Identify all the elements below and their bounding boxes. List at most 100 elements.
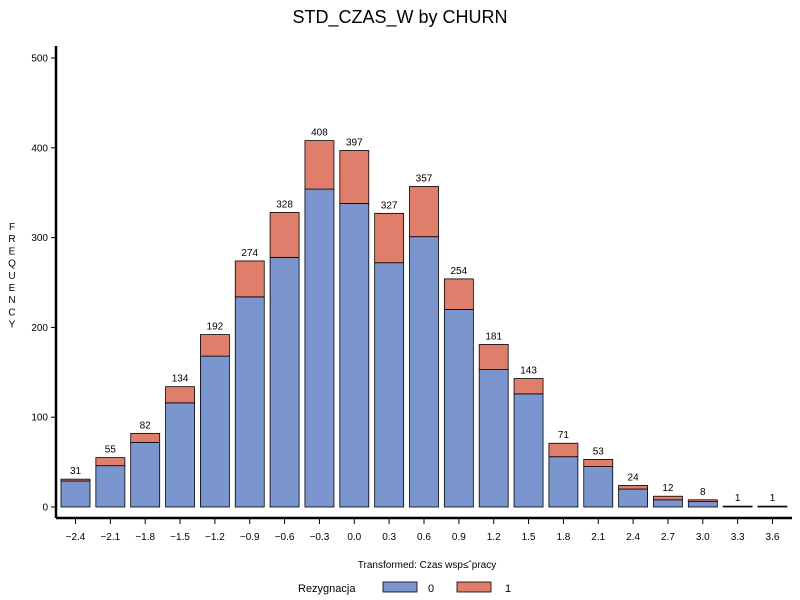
y-tick-label: 300 <box>31 233 48 244</box>
bar-total-label: 181 <box>485 331 502 342</box>
y-axis-label-letter: N <box>8 295 15 306</box>
bar-segment-churn-0 <box>618 488 648 508</box>
bar-segment-churn-1 <box>618 485 648 490</box>
bar-segment-churn-1 <box>165 386 195 404</box>
x-tick-label: 0.3 <box>382 532 396 543</box>
bar-total-label: 327 <box>381 200 398 211</box>
plot-area: 0 100 200 300 400 500 31 −2.4 55 −2.1 82 −1.8 134 −1.… <box>31 46 792 543</box>
legend: Rezygnacja 0 1 <box>298 581 511 595</box>
bar-segment-churn-1 <box>548 442 579 458</box>
bar-segment-churn-1 <box>374 212 405 264</box>
bar-segment-churn-0 <box>478 369 509 508</box>
bar-segment-churn-0 <box>653 499 683 508</box>
x-tick-label: 1.5 <box>522 532 536 543</box>
bar-total-label: 397 <box>346 137 363 148</box>
x-tick-label: −1.5 <box>170 532 190 543</box>
x-tick-label: −0.6 <box>275 532 295 543</box>
y-tick-label: 0 <box>42 503 48 514</box>
bar-total-label: 55 <box>105 445 117 456</box>
y-axis-label-letter: R <box>8 234 15 245</box>
bar-total-label: 31 <box>70 466 82 477</box>
bar-segment-churn-0 <box>722 505 753 508</box>
y-axis-label-letter: U <box>8 271 15 282</box>
x-axis-label: Transformed: Czas wsp≤ˆpracy <box>358 559 497 571</box>
bar-segment-churn-0 <box>130 441 161 508</box>
bar-segment-churn-0 <box>269 256 300 508</box>
bar-total-label: 12 <box>662 483 674 494</box>
bar-segment-churn-1 <box>513 378 544 395</box>
bar-segment-churn-0 <box>409 236 439 508</box>
bar-total-label: 1 <box>770 493 776 504</box>
bar-segment-churn-1 <box>304 140 335 190</box>
y-axis-label-letter: Y <box>9 320 16 331</box>
legend-swatch-0 <box>382 581 418 593</box>
bar-total-label: 24 <box>628 472 640 483</box>
bar-segment-churn-0 <box>374 262 405 508</box>
bar-segment-churn-1 <box>130 432 161 443</box>
bar-segment-churn-1 <box>478 344 509 371</box>
bar-segment-churn-1 <box>409 186 439 238</box>
bar-segment-churn-1 <box>234 260 265 298</box>
x-tick-label: −2.1 <box>100 532 120 543</box>
legend-swatch-1 <box>456 581 492 593</box>
x-tick-label: −1.2 <box>205 532 225 543</box>
x-tick-label: 2.4 <box>626 532 640 543</box>
bar-total-label: 274 <box>241 248 258 259</box>
bar-total-label: 357 <box>416 173 433 184</box>
y-axis-label-letter: E <box>9 246 16 257</box>
bar-segment-churn-0 <box>95 465 126 508</box>
y-tick-label: 400 <box>31 143 48 154</box>
y-tick-label: 200 <box>31 323 48 334</box>
bar-segment-churn-0 <box>199 355 230 508</box>
chart-title: STD_CZAS_W by CHURN <box>292 7 507 28</box>
x-tick-label: 2.7 <box>661 532 675 543</box>
legend-label-1: 1 <box>505 583 511 595</box>
x-tick-label: −0.3 <box>310 532 330 543</box>
x-tick-label: −2.4 <box>66 532 86 543</box>
y-tick-label: 100 <box>31 413 48 424</box>
bar-total-label: 254 <box>451 266 468 277</box>
y-tick-label: 500 <box>31 54 48 65</box>
x-tick-label: −0.9 <box>240 532 260 543</box>
bar-segment-churn-1 <box>95 457 126 467</box>
y-axis-label-letter: F <box>9 222 15 233</box>
x-tick-label: 0.6 <box>417 532 431 543</box>
bar-total-label: 53 <box>593 446 605 457</box>
bar-segment-churn-0 <box>339 203 370 508</box>
x-tick-label: −1.8 <box>135 532 155 543</box>
bar-segment-churn-0 <box>443 309 474 508</box>
bar-total-label: 71 <box>558 430 570 441</box>
bar-total-label: 192 <box>207 322 224 333</box>
bar-segment-churn-0 <box>687 501 718 508</box>
bar-segment-churn-0 <box>60 480 91 508</box>
bar-segment-churn-1 <box>339 150 370 204</box>
x-tick-label: 1.2 <box>487 532 501 543</box>
bar-total-label: 134 <box>172 374 189 385</box>
bar-segment-churn-0 <box>165 402 195 508</box>
y-axis-label-letter: C <box>8 307 15 318</box>
bar-segment-churn-0 <box>513 393 544 508</box>
bar-segment-churn-1 <box>687 499 718 503</box>
x-tick-label: 3.3 <box>731 532 745 543</box>
legend-label-0: 0 <box>428 583 434 595</box>
bar-segment-churn-1 <box>60 478 91 482</box>
x-tick-label: 3.6 <box>766 532 780 543</box>
bar-segment-churn-1 <box>583 459 614 467</box>
x-tick-label: 3.0 <box>696 532 710 543</box>
x-tick-label: 0.9 <box>452 532 466 543</box>
y-axis-label-letter: Q <box>8 259 16 270</box>
bar-total-label: 82 <box>140 420 152 431</box>
legend-title: Rezygnacja <box>298 583 356 595</box>
bar-segment-churn-1 <box>443 278 474 310</box>
bar-segment-churn-0 <box>757 505 788 508</box>
y-axis-label-letter: E <box>9 283 16 294</box>
bar-segment-churn-1 <box>653 495 683 501</box>
bar-segment-churn-1 <box>269 212 300 258</box>
bar-segment-churn-0 <box>583 466 614 508</box>
bar-segment-churn-1 <box>199 334 230 357</box>
bar-total-label: 1 <box>735 493 741 504</box>
bar-total-label: 408 <box>311 128 328 139</box>
bar-segment-churn-0 <box>234 296 265 508</box>
x-tick-label: 2.1 <box>591 532 605 543</box>
